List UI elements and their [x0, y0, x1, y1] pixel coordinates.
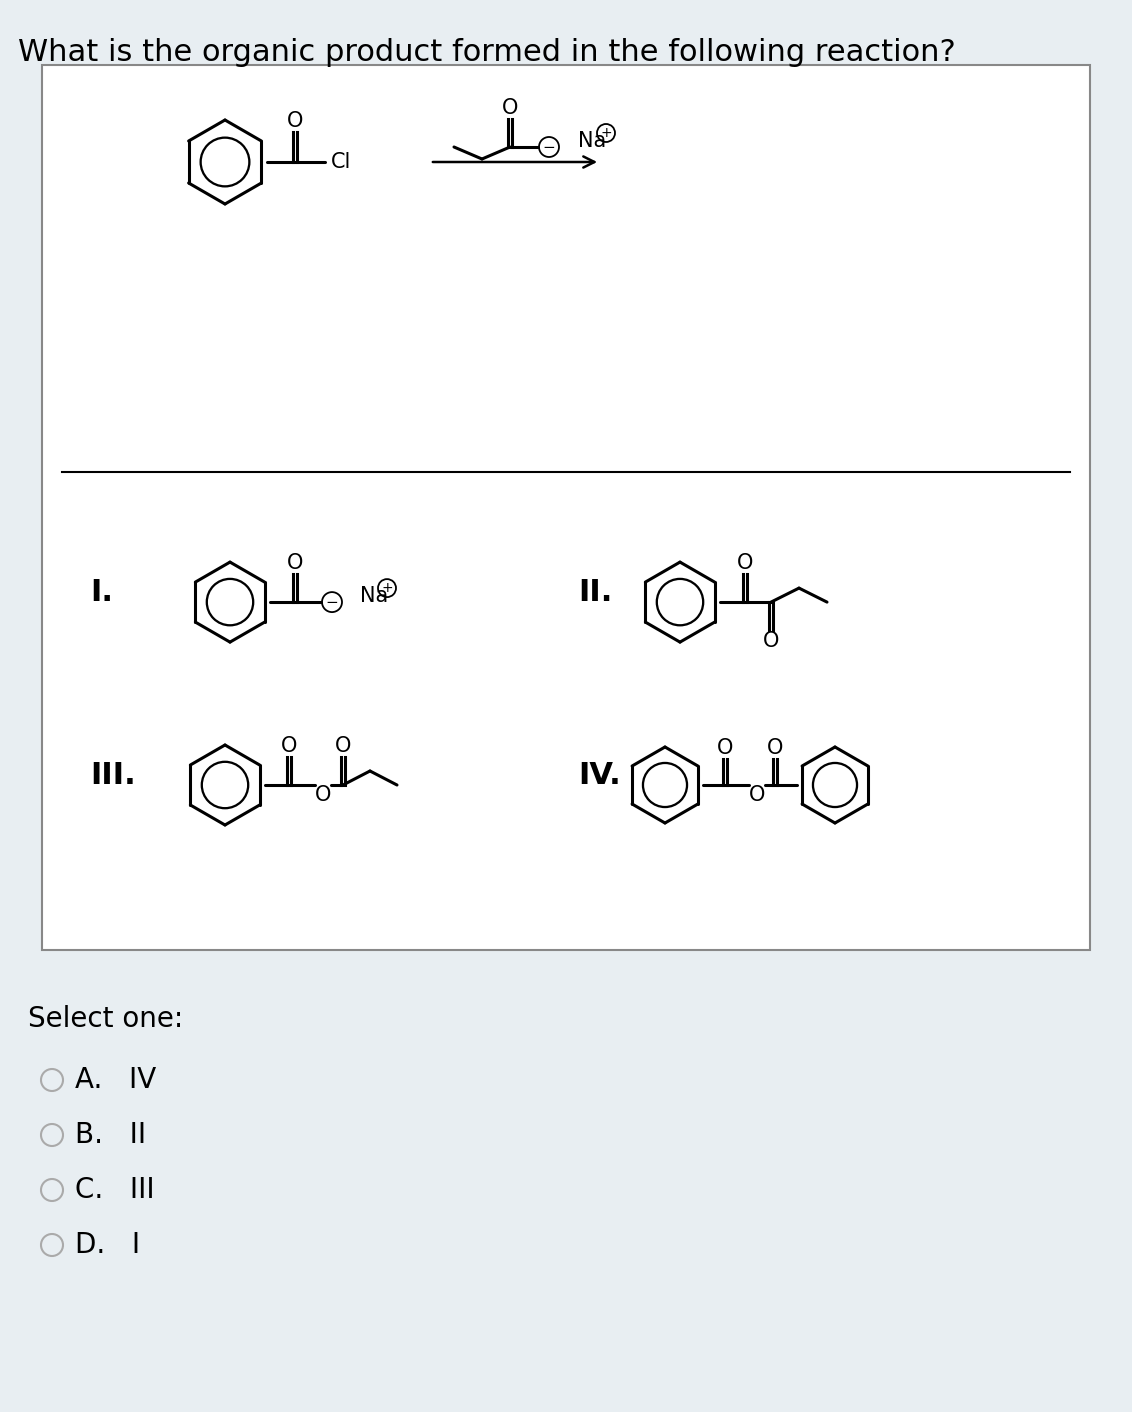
Text: II.: II.	[578, 578, 612, 607]
Text: A.   IV: A. IV	[75, 1066, 156, 1094]
Text: O: O	[766, 738, 783, 758]
Text: Select one:: Select one:	[28, 1005, 183, 1034]
Text: −: −	[326, 594, 338, 610]
Text: O: O	[737, 554, 753, 573]
Text: O: O	[315, 785, 332, 805]
Text: −: −	[542, 140, 556, 154]
Text: What is the organic product formed in the following reaction?: What is the organic product formed in th…	[18, 38, 955, 66]
Text: O: O	[286, 554, 303, 573]
Text: O: O	[281, 736, 298, 755]
Text: O: O	[748, 785, 765, 805]
Text: O: O	[286, 112, 303, 131]
Text: O: O	[501, 97, 518, 119]
Text: Cl: Cl	[331, 152, 351, 172]
Text: O: O	[335, 736, 351, 755]
Text: D.   I: D. I	[75, 1231, 140, 1260]
Text: O: O	[717, 738, 734, 758]
Text: C.   III: C. III	[75, 1176, 155, 1204]
Text: +: +	[600, 126, 611, 140]
Text: +: +	[381, 582, 393, 594]
Text: O: O	[763, 631, 779, 651]
Text: III.: III.	[91, 761, 136, 789]
FancyBboxPatch shape	[42, 65, 1090, 950]
Text: Na: Na	[360, 586, 388, 606]
Text: IV.: IV.	[578, 761, 620, 789]
Text: B.   II: B. II	[75, 1121, 146, 1149]
Text: Na: Na	[578, 131, 607, 151]
Text: I.: I.	[91, 578, 113, 607]
